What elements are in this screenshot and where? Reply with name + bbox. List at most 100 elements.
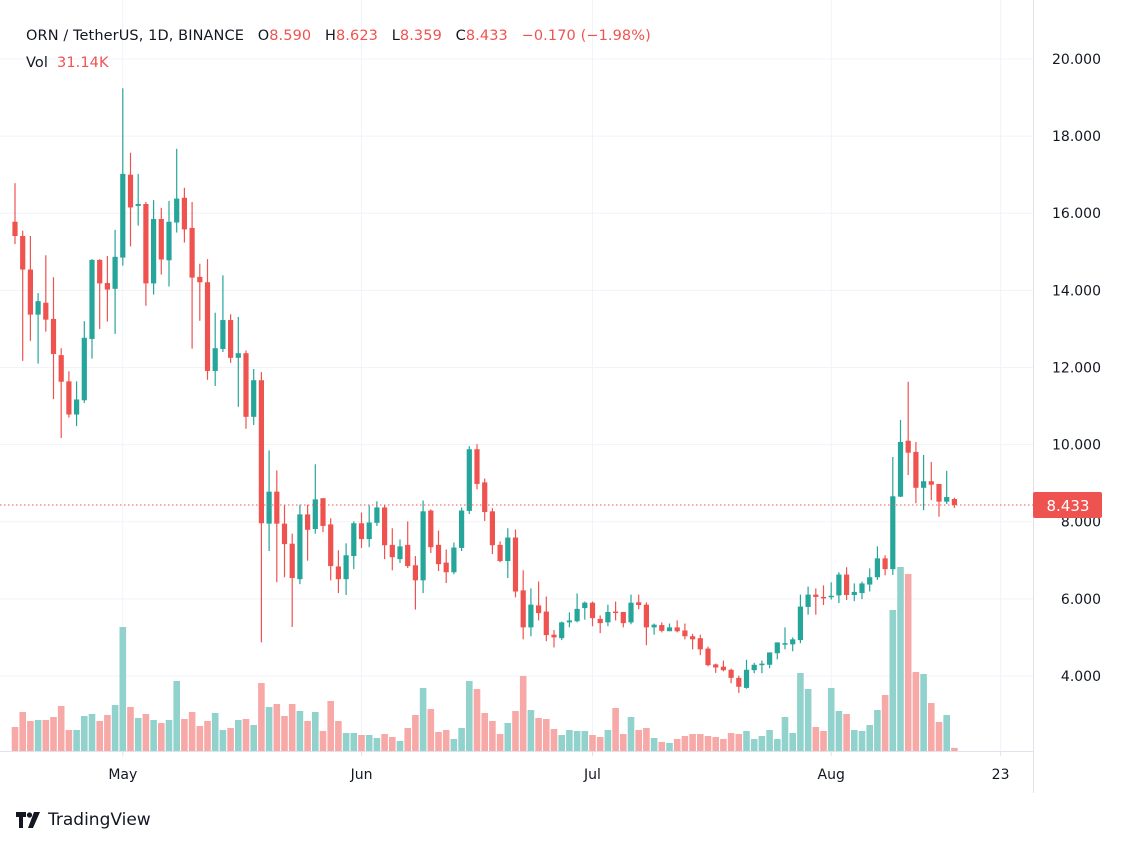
candle-body-down [58, 355, 64, 382]
volume-value: 31.14K [57, 55, 109, 71]
high-label: H [324, 28, 336, 44]
volume-bar [173, 681, 180, 751]
price-axis-label: 14.000 [1052, 283, 1101, 299]
volume-bar [342, 733, 350, 751]
candle-body-up [921, 481, 927, 488]
volume-bar [204, 721, 211, 751]
candle-body-down [50, 318, 57, 354]
candle-body-down [690, 636, 696, 640]
candle-body-up [836, 574, 842, 596]
candle-body-down [197, 276, 203, 283]
volume-bar [373, 738, 381, 751]
volume-bar [750, 739, 758, 751]
candle-body-down [405, 544, 411, 567]
candle-body-up [251, 380, 257, 417]
candle-body-up [174, 198, 180, 223]
candle-body-up [566, 620, 572, 623]
volume-bar [527, 710, 535, 751]
price-axis-label: 16.000 [1052, 206, 1101, 222]
candle-body-down [382, 507, 388, 546]
candle-body-down [204, 282, 211, 371]
candle-body-up [559, 622, 565, 639]
symbol-title[interactable]: ORN / TetherUS, 1D, BINANCE [26, 28, 244, 44]
volume-bar [73, 730, 80, 751]
low-label: L [391, 28, 400, 44]
candle-body-down [713, 664, 719, 668]
volume-bar [712, 737, 719, 751]
volume-bar [951, 747, 958, 751]
candle-body-up [651, 624, 657, 628]
candle-body-up [397, 546, 403, 560]
volume-bar [442, 730, 450, 751]
candle-body-down [497, 544, 503, 562]
candle-body-down [243, 353, 249, 417]
candle-body-up [743, 669, 750, 688]
candle-body-down [328, 524, 334, 567]
volume-bar [781, 717, 789, 751]
time-axis-label: Jun [350, 767, 373, 783]
candle-body-down [697, 638, 703, 650]
volume-bar [50, 717, 57, 751]
volume-bar [866, 725, 873, 751]
change-value: −0.170 (−1.98%) [521, 28, 651, 44]
volume-bar [673, 739, 681, 751]
candle-body-down [143, 203, 149, 284]
candle-body-down [320, 498, 326, 526]
price-axis-label: 4.000 [1061, 669, 1101, 685]
candle-body-down [443, 562, 449, 573]
price-axis-label: 12.000 [1052, 360, 1101, 376]
candle-body-up [35, 301, 41, 315]
candle-body-up [459, 510, 465, 548]
candle-body-up [420, 511, 426, 581]
candle-body-up [112, 256, 118, 289]
candle-body-up [212, 348, 218, 371]
volume-bar [935, 722, 943, 751]
volume-bar [288, 704, 296, 751]
candle-body-down [620, 611, 626, 624]
volume-bar [466, 681, 473, 751]
candle-body-up [343, 555, 349, 580]
candle-body-up [828, 595, 834, 598]
candle-body-up [767, 652, 773, 665]
volume-bar [427, 709, 435, 751]
volume-bar [473, 689, 481, 751]
price-axis-label: 10.000 [1052, 438, 1101, 454]
candle-body-down [20, 235, 26, 270]
candle-body-up [374, 507, 380, 523]
candle-body-down [913, 451, 919, 488]
volume-bar [904, 574, 912, 751]
volume-bar [812, 727, 820, 751]
volume-bar [681, 736, 689, 751]
price-axis-label: 18.000 [1052, 129, 1101, 145]
candle-body-up [782, 643, 788, 645]
volume-label[interactable]: Vol [26, 55, 48, 71]
tradingview-logo[interactable]: TradingView [16, 810, 151, 830]
volume-bar [335, 721, 342, 751]
close-value: 8.433 [465, 28, 508, 44]
price-axis-label: 8.000 [1061, 515, 1101, 531]
volume-bar [34, 720, 42, 751]
candle-body-down [589, 602, 596, 619]
volume-bar [250, 725, 257, 751]
candle-body-up [759, 663, 765, 666]
candle-body-up [666, 627, 673, 632]
volume-bar [319, 731, 327, 751]
candle-body-up [528, 604, 534, 628]
volume-bar [435, 732, 442, 751]
volume-bar [296, 711, 304, 751]
candle-body-up [797, 606, 803, 641]
time-axis-label: Aug [818, 767, 845, 783]
tradingview-brand-text: TradingView [48, 810, 151, 830]
candle-body-up [135, 203, 141, 206]
time-axis-label: May [108, 767, 137, 783]
volume-bar [604, 730, 612, 751]
volume-bar [704, 736, 712, 751]
candle-body-down [335, 566, 341, 580]
candle-body-down [636, 602, 642, 606]
candle-body-down [289, 543, 295, 579]
volume-bar [119, 627, 127, 751]
high-value: 8.623 [335, 28, 378, 44]
candle-body-up [605, 611, 611, 623]
volume-bar [312, 712, 319, 751]
